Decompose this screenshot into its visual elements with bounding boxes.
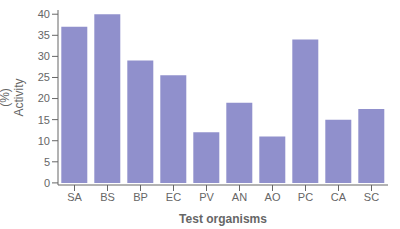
svg-text:SC: SC <box>364 191 379 203</box>
svg-text:Test organisms: Test organisms <box>179 212 267 226</box>
svg-text:CA: CA <box>331 191 347 203</box>
svg-text:(%)Activity: (%)Activity <box>8 78 26 116</box>
svg-text:SA: SA <box>67 191 82 203</box>
svg-text:0: 0 <box>44 177 50 189</box>
svg-text:BP: BP <box>133 191 148 203</box>
svg-text:20: 20 <box>38 92 50 104</box>
svg-text:AO: AO <box>265 191 281 203</box>
svg-text:35: 35 <box>38 29 50 41</box>
svg-text:BS: BS <box>100 191 115 203</box>
svg-text:10: 10 <box>38 135 50 147</box>
svg-text:15: 15 <box>38 114 50 126</box>
svg-text:40: 40 <box>38 8 50 20</box>
svg-text:25: 25 <box>38 71 50 83</box>
svg-text:30: 30 <box>38 50 50 62</box>
svg-text:PC: PC <box>298 191 313 203</box>
svg-text:5: 5 <box>44 156 50 168</box>
svg-text:AN: AN <box>232 191 247 203</box>
svg-text:PV: PV <box>199 191 214 203</box>
svg-text:EC: EC <box>166 191 181 203</box>
